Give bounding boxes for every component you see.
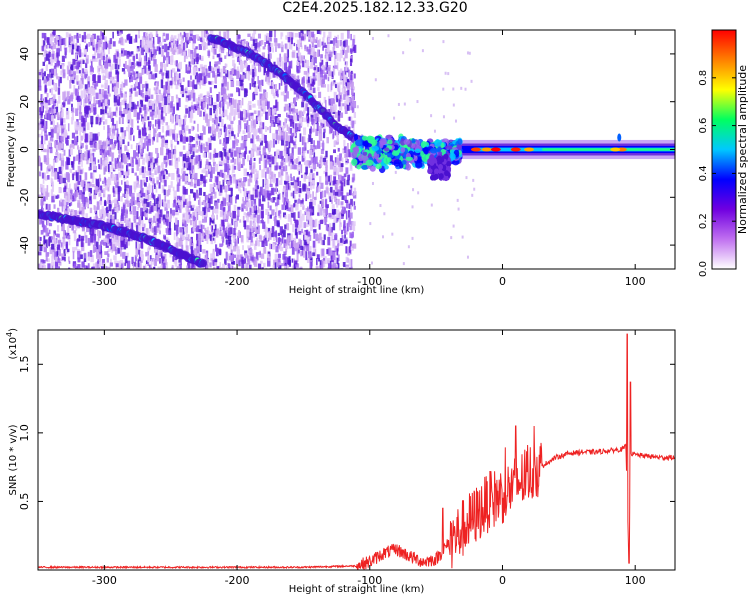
spectrogram-plot bbox=[38, 30, 675, 269]
x-axis-label: Height of straight line (km) bbox=[289, 285, 425, 296]
colorbar-tick-label: 0.2 bbox=[698, 213, 709, 229]
center-line-band bbox=[350, 133, 675, 182]
x-tick-label: 100 bbox=[625, 275, 646, 288]
x-tick-label: -100 bbox=[357, 574, 382, 587]
y-tick-label: -20 bbox=[18, 188, 31, 206]
y-multiplier: (x104) bbox=[5, 328, 19, 360]
x-tick-label: 100 bbox=[625, 574, 646, 587]
x-tick-label: -200 bbox=[225, 574, 250, 587]
colorbar-tick-label: 0.0 bbox=[698, 261, 709, 277]
noise-region bbox=[38, 30, 476, 269]
x-tick-label: 0 bbox=[499, 574, 506, 587]
y-tick-label: 1.0 bbox=[18, 424, 31, 442]
y-tick-label: 20 bbox=[18, 95, 31, 109]
colorbar-label: Normalized spectral amplitude bbox=[736, 65, 749, 234]
y-axis-label: SNR (10 * v/v) bbox=[8, 424, 19, 495]
x-tick-label: -300 bbox=[92, 275, 117, 288]
figure-title: C2E4.2025.182.12.33.G20 bbox=[282, 0, 468, 16]
x-tick-label: -200 bbox=[225, 275, 250, 288]
colorbar-tick-label: 0.4 bbox=[698, 165, 709, 181]
y-tick-label: 40 bbox=[18, 47, 31, 61]
x-axis-label: Height of straight line (km) bbox=[289, 584, 425, 595]
snr-plot bbox=[38, 333, 675, 570]
colorbar bbox=[711, 29, 737, 270]
colorbar-tick-label: 0.6 bbox=[698, 118, 709, 134]
x-tick-label: -300 bbox=[92, 574, 117, 587]
colorbar-tick-label: 0.8 bbox=[698, 70, 709, 86]
y-tick-label: 0.5 bbox=[18, 493, 31, 511]
y-tick-label: 1.5 bbox=[18, 356, 31, 374]
y-tick-label: 0 bbox=[18, 146, 31, 153]
y-tick-label: -40 bbox=[18, 236, 31, 254]
snr-frame bbox=[37, 329, 676, 571]
y-axis-label: Frequency (Hz) bbox=[6, 112, 17, 188]
x-tick-label: -100 bbox=[357, 275, 382, 288]
x-tick-label: 0 bbox=[499, 275, 506, 288]
snr-series-line bbox=[38, 333, 675, 570]
lower-descending-trace bbox=[38, 209, 208, 268]
